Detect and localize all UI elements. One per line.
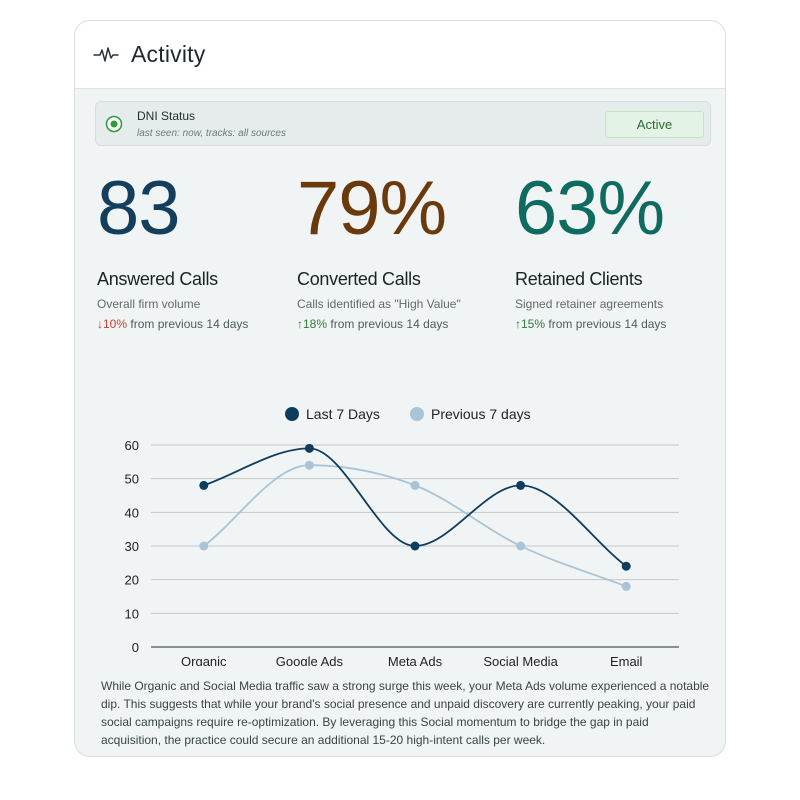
data-point <box>621 581 631 591</box>
stat-change: ↑15% from previous 14 days <box>515 317 666 331</box>
y-tick-label: 50 <box>125 472 139 487</box>
data-point <box>516 541 526 551</box>
y-tick-label: 20 <box>125 573 139 588</box>
stat-retained-clients: 63% Retained Clients Signed retainer agr… <box>515 166 666 332</box>
stat-value: 63% <box>515 166 665 251</box>
data-point <box>304 460 314 470</box>
data-point <box>621 561 631 571</box>
change-percent: 18% <box>303 317 328 331</box>
legend-marker <box>285 407 299 421</box>
x-tick-label: Google Ads <box>276 654 344 666</box>
legend-marker <box>410 407 424 421</box>
arrow-down-icon: ↓ <box>97 317 103 331</box>
x-tick-label: Email <box>610 654 643 666</box>
change-percent: 10% <box>103 317 128 331</box>
stat-description: Signed retainer agreements <box>515 297 664 311</box>
stat-converted-calls: 79% Converted Calls Calls identified as … <box>297 166 461 332</box>
change-text: from previous 14 days <box>127 317 249 331</box>
line-chart: 0 10 20 30 40 50 60 Organic Google Ads Meta Ads So… <box>125 406 679 666</box>
dni-status-panel: DNI Status last seen: now, tracks: all s… <box>95 101 711 146</box>
activity-pulse-icon <box>93 45 119 65</box>
arrow-up-icon: ↑ <box>297 317 303 331</box>
legend-label: Last 7 Days <box>306 406 380 422</box>
y-tick-label: 10 <box>125 606 139 621</box>
data-point <box>410 541 420 551</box>
stat-description: Overall firm volume <box>97 297 201 311</box>
activity-card: Activity DNI Status last seen: now, trac… <box>74 20 726 757</box>
data-point <box>410 480 420 490</box>
y-tick-label: 60 <box>125 438 139 453</box>
card-header: Activity <box>75 21 725 89</box>
data-point <box>516 480 526 490</box>
card-title: Activity <box>131 41 206 67</box>
radio-dot-icon <box>105 115 123 133</box>
x-tick-label: Meta Ads <box>388 654 443 666</box>
status-badge: Active <box>605 111 704 138</box>
data-point <box>199 541 209 551</box>
y-tick-label: 0 <box>132 640 139 655</box>
stat-label: Answered Calls <box>97 269 218 289</box>
change-percent: 15% <box>521 317 546 331</box>
legend-label: Previous 7 days <box>431 406 531 422</box>
arrow-up-icon: ↑ <box>515 317 521 331</box>
x-tick-label: Social Media <box>483 654 558 666</box>
data-point <box>199 480 209 490</box>
stat-value: 79% <box>297 166 447 251</box>
stat-change: ↓10% from previous 14 days <box>97 317 248 331</box>
dni-status-title: DNI Status <box>137 109 196 123</box>
stat-label: Converted Calls <box>297 269 421 289</box>
dni-status-subtitle: last seen: now, tracks: all sources <box>137 128 286 139</box>
stat-answered-calls: 83 Answered Calls Overall firm volume ↓1… <box>97 166 248 332</box>
y-tick-label: 40 <box>125 505 139 520</box>
y-tick-label: 30 <box>125 539 139 554</box>
stat-change: ↑18% from previous 14 days <box>297 317 461 331</box>
change-text: from previous 14 days <box>545 317 667 331</box>
data-point <box>304 443 314 453</box>
change-text: from previous 14 days <box>327 317 449 331</box>
stat-value: 83 <box>97 166 181 251</box>
insight-paragraph: While Organic and Social Media traffic s… <box>101 679 710 747</box>
x-tick-label: Organic <box>181 654 227 666</box>
stat-label: Retained Clients <box>515 269 643 289</box>
stat-description: Calls identified as "High Value" <box>297 297 461 311</box>
